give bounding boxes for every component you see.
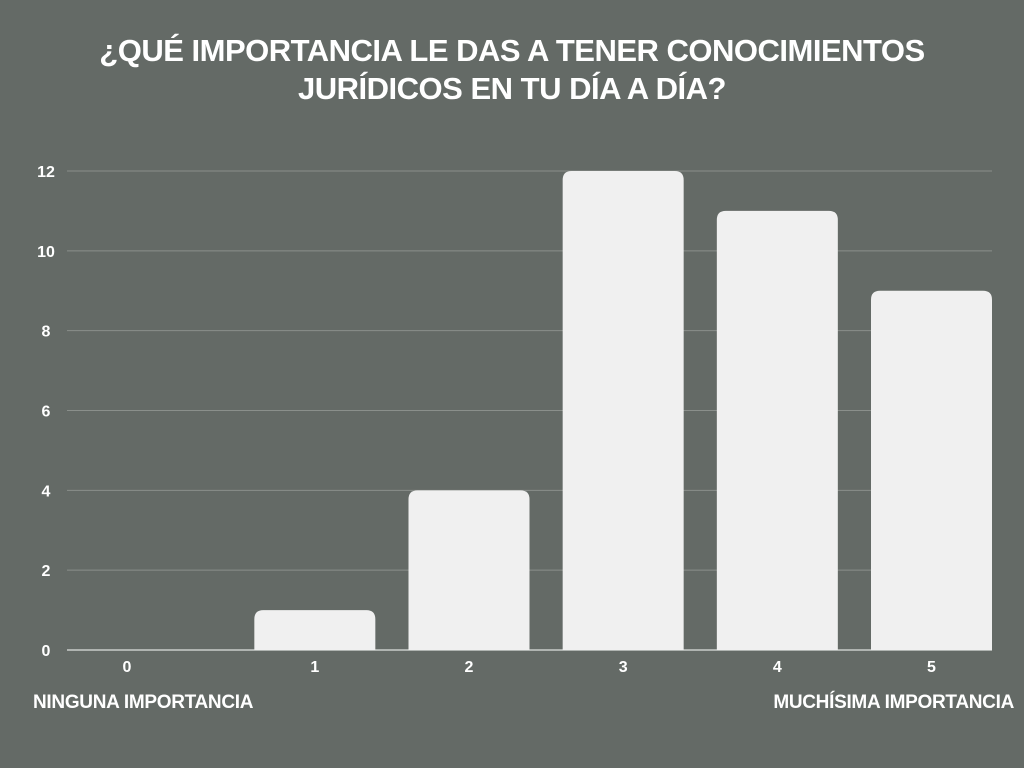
y-tick-label: 12 bbox=[37, 164, 55, 181]
chart-title-line-2: JURÍDICOS EN TU DÍA A DÍA? bbox=[298, 71, 726, 106]
bar-5 bbox=[871, 290, 992, 650]
y-tick-label: 10 bbox=[37, 244, 55, 261]
bar-4 bbox=[716, 210, 838, 650]
y-tick-label: 2 bbox=[42, 563, 51, 580]
x-tick-label: 2 bbox=[465, 659, 474, 676]
axis-annotation-right: MUCHÍSIMA IMPORTANCIA bbox=[773, 692, 1014, 713]
chart-title-line-1: ¿QUÉ IMPORTANCIA LE DAS A TENER CONOCIMI… bbox=[99, 33, 925, 68]
y-tick-label: 4 bbox=[42, 483, 51, 500]
chart-title: ¿QUÉ IMPORTANCIA LE DAS A TENER CONOCIMI… bbox=[40, 32, 984, 108]
x-tick-label: 0 bbox=[123, 659, 132, 676]
bar-3 bbox=[562, 171, 684, 650]
x-tick-label: 3 bbox=[619, 659, 628, 676]
bars bbox=[254, 171, 992, 650]
bar-1 bbox=[254, 610, 376, 650]
axis-annotation-left: NINGUNA IMPORTANCIA bbox=[33, 692, 254, 713]
y-tick-label: 6 bbox=[42, 404, 51, 421]
y-tick-label: 0 bbox=[42, 643, 51, 660]
y-axis: 0 2 4 6 8 10 12 bbox=[37, 164, 55, 660]
bar-2 bbox=[408, 490, 530, 650]
x-tick-label: 5 bbox=[927, 659, 936, 676]
x-tick-label: 1 bbox=[310, 659, 319, 676]
x-axis: 0 1 2 3 4 5 bbox=[123, 659, 937, 676]
x-tick-label: 4 bbox=[773, 659, 782, 676]
y-tick-label: 8 bbox=[42, 324, 51, 341]
